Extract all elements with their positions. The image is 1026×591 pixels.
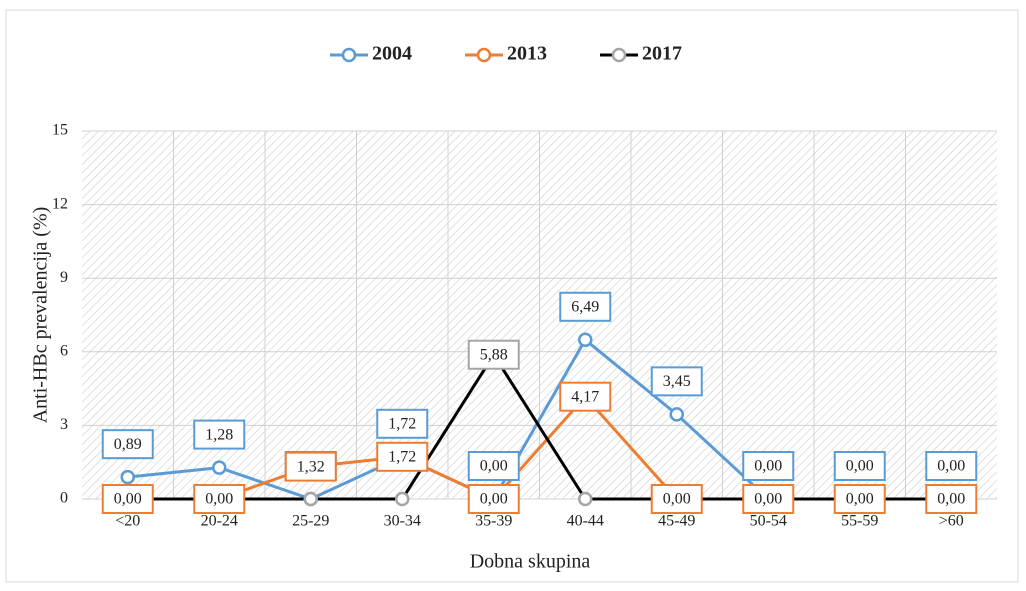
data-label: 0,00 <box>114 491 142 508</box>
data-label-box <box>376 441 429 472</box>
data-label: 1,72 <box>388 448 416 465</box>
data-label: 0,00 <box>205 491 233 508</box>
data-label: 1,72 <box>388 415 416 432</box>
legend-label: 2004 <box>372 43 412 65</box>
data-label: 0,00 <box>480 491 508 508</box>
x-tick-label: 20-24 <box>201 513 238 530</box>
x-tick-label: 30-34 <box>384 513 421 530</box>
x-tick-label: 45-49 <box>658 513 695 530</box>
data-label: 0,89 <box>114 436 142 453</box>
data-label-box <box>193 419 246 450</box>
data-label: 6,49 <box>571 298 599 315</box>
x-tick-label: 35-39 <box>475 513 512 530</box>
data-label-box <box>467 339 520 370</box>
point-marker <box>578 491 593 507</box>
data-label-box <box>559 381 612 412</box>
x-tick-label: >60 <box>939 513 964 530</box>
point-marker <box>120 469 135 485</box>
data-label: 5,88 <box>480 346 508 363</box>
data-label: 1,28 <box>205 426 233 443</box>
data-label-box <box>925 484 978 514</box>
data-label: 0,00 <box>754 458 782 475</box>
legend-label: 2017 <box>642 43 682 65</box>
data-label-box <box>101 429 154 460</box>
data-label-box <box>193 484 246 514</box>
x-tick-label: <20 <box>115 513 140 530</box>
data-label-box <box>467 451 520 481</box>
data-label: 0,00 <box>754 491 782 508</box>
legend-marker <box>476 47 492 63</box>
series-line <box>127 351 952 501</box>
y-tick-label: 15 <box>52 122 68 139</box>
data-label-box <box>742 451 795 481</box>
data-label-box <box>650 484 703 514</box>
legend-marker <box>341 47 357 63</box>
x-axis-label: Dobna skupina <box>470 551 591 573</box>
legend-label: 2013 <box>507 43 547 65</box>
data-label-box <box>650 366 703 397</box>
data-label: 3,45 <box>663 373 691 390</box>
y-tick-label: 3 <box>60 416 68 433</box>
point-marker <box>578 332 593 348</box>
data-label: 0,00 <box>663 491 691 508</box>
data-label-box <box>101 484 154 514</box>
data-label: 0,00 <box>846 458 874 475</box>
y-tick-label: 9 <box>60 269 68 286</box>
point-marker <box>212 460 227 475</box>
data-label-box <box>284 451 337 482</box>
x-tick-label: 40-44 <box>567 513 604 530</box>
data-label-box <box>742 484 795 514</box>
data-label: 0,00 <box>937 458 965 475</box>
x-tick-label: 55-59 <box>841 513 878 530</box>
data-label-box <box>833 451 886 481</box>
x-tick-label: 25-29 <box>292 513 329 530</box>
data-label: 0,00 <box>480 458 508 475</box>
data-label-box <box>467 484 520 514</box>
data-label: 0,00 <box>937 491 965 508</box>
data-label-box <box>559 291 612 322</box>
point-marker <box>395 491 410 507</box>
data-label: 4,17 <box>571 388 599 405</box>
y-axis-label: Anti-HBc prevalencija (%) <box>30 207 52 424</box>
point-marker <box>303 491 318 507</box>
point-marker <box>669 407 684 422</box>
data-label-box <box>925 451 978 481</box>
x-tick-label: 50-54 <box>750 513 787 530</box>
y-tick-label: 0 <box>60 490 68 507</box>
data-label: 0,00 <box>846 491 874 508</box>
data-label-box <box>833 484 886 514</box>
y-tick-label: 12 <box>52 195 68 212</box>
data-label-box <box>376 408 429 439</box>
legend-marker <box>611 47 627 63</box>
y-tick-label: 6 <box>60 342 68 359</box>
data-label: 1,32 <box>297 458 325 475</box>
